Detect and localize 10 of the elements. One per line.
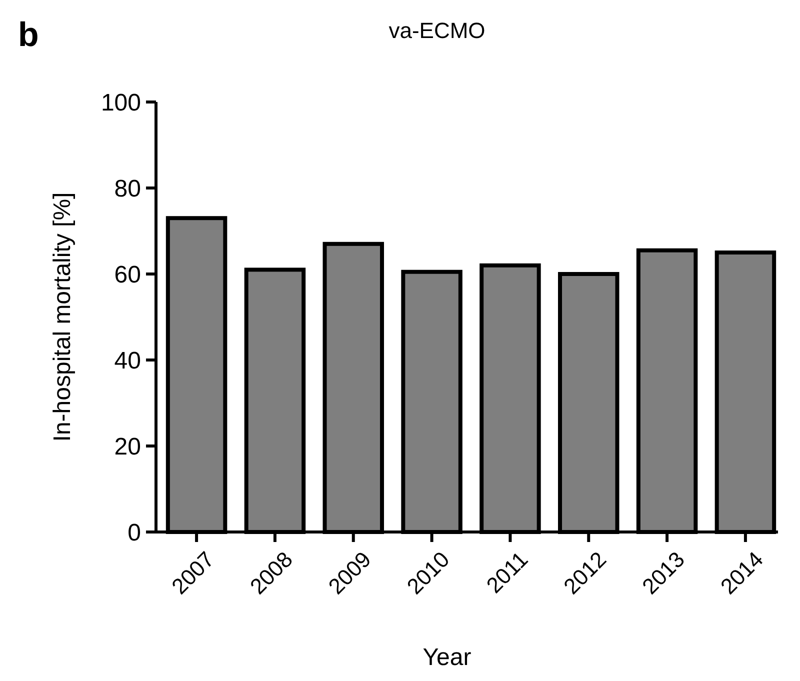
y-tick-label: 80 (114, 175, 141, 202)
y-tick-label: 20 (114, 433, 141, 460)
x-axis-title: Year (422, 644, 472, 671)
y-axis-title: In-hospital mortality [%] (49, 192, 76, 442)
chart-title: va-ECMO (388, 18, 486, 43)
y-tick-label: 60 (114, 261, 141, 288)
y-tick-label: 40 (114, 347, 141, 374)
text: b (18, 16, 39, 54)
y-tick-label: 100 (100, 89, 141, 116)
y-tick-label: 0 (128, 519, 141, 546)
